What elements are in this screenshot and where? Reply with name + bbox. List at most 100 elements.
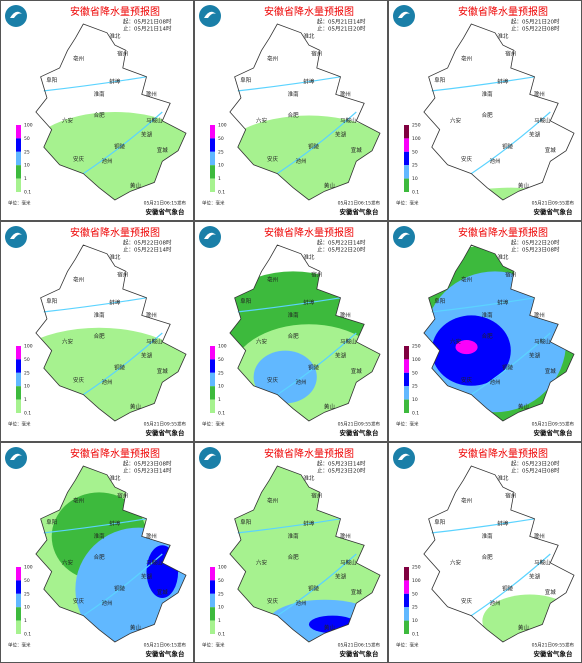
city-label: 池州 xyxy=(295,599,306,607)
legend-swatch xyxy=(210,359,215,373)
city-label: 合肥 xyxy=(94,332,106,340)
legend-label: 250 xyxy=(412,565,421,571)
legend-label: 10 xyxy=(412,176,418,182)
city-label: 蚌埠 xyxy=(109,520,121,528)
river xyxy=(43,76,163,175)
legend-label: 10 xyxy=(24,163,30,169)
rain-area xyxy=(253,350,317,404)
river xyxy=(431,518,551,617)
start-time: 起：05月21日08时 xyxy=(123,18,172,26)
city-label: 淮北 xyxy=(109,253,121,261)
legend-swatch xyxy=(404,178,409,192)
province-outline xyxy=(229,23,381,201)
legend-label: 100 xyxy=(412,136,421,142)
province-outline xyxy=(229,465,381,643)
map-title: 安徽省降水量预报图 xyxy=(458,447,548,460)
city-label: 淮南 xyxy=(288,90,300,98)
start-time: 起：05月22日08时 xyxy=(123,239,172,247)
city-label: 淮北 xyxy=(303,253,315,261)
city-label: 滁州 xyxy=(146,532,157,540)
legend-swatch xyxy=(210,593,215,608)
legend-swatch xyxy=(16,580,21,594)
city-label: 黄山 xyxy=(324,623,335,631)
unit-label: 单位：毫米 xyxy=(396,642,419,649)
city-label: 亳州 xyxy=(267,55,278,63)
city-label: 阜阳 xyxy=(434,518,445,526)
legend-label: 0.1 xyxy=(24,190,31,196)
city-label: 铜陵 xyxy=(308,364,320,372)
city-label: 马鞍山 xyxy=(146,116,163,124)
city-label: 宣城 xyxy=(157,146,169,154)
end-time: 止：05月23日14时 xyxy=(123,467,172,475)
city-label: 宿州 xyxy=(311,491,322,499)
city-label: 宣城 xyxy=(157,367,169,375)
city-label: 黄山 xyxy=(130,402,141,410)
legend-label: 0.1 xyxy=(24,632,31,638)
city-label: 亳州 xyxy=(73,55,84,63)
city-label: 安庆 xyxy=(267,376,279,384)
legend-swatch xyxy=(16,359,21,373)
legend-swatch xyxy=(16,620,21,634)
city-label: 宿州 xyxy=(505,491,516,499)
legend-label: 50 xyxy=(24,136,30,142)
legend-label: 10 xyxy=(218,605,224,611)
legend-swatch xyxy=(210,178,215,192)
city-label: 蚌埠 xyxy=(109,299,121,307)
city-label: 铜陵 xyxy=(308,585,320,593)
city-label: 马鞍山 xyxy=(534,558,551,566)
city-label: 滁州 xyxy=(534,90,545,98)
unit-label: 单位：毫米 xyxy=(202,200,225,207)
river xyxy=(237,76,357,175)
city-label: 合肥 xyxy=(288,553,300,561)
legend-label: 250 xyxy=(412,344,421,350)
city-label: 六安 xyxy=(450,337,462,345)
city-label: 阜阳 xyxy=(434,76,445,84)
unit-label: 单位：毫米 xyxy=(202,642,225,649)
city-label: 六安 xyxy=(450,116,462,124)
logo-swirl xyxy=(204,11,216,18)
city-label: 亳州 xyxy=(461,276,472,284)
map-title: 安徽省降水量预报图 xyxy=(70,447,160,460)
city-label: 淮南 xyxy=(288,532,300,540)
city-label: 淮北 xyxy=(109,474,121,482)
legend-label: 50 xyxy=(24,357,30,363)
city-label: 滁州 xyxy=(340,532,351,540)
legend-swatch xyxy=(404,359,409,373)
legend-label: 0.1 xyxy=(218,632,225,638)
end-time: 止：05月22日08时 xyxy=(511,25,560,33)
city-label: 滁州 xyxy=(534,532,545,540)
city-label: 阜阳 xyxy=(46,76,57,84)
logo-swirl xyxy=(398,453,410,460)
legend-swatch xyxy=(404,607,409,621)
logo-swirl xyxy=(10,232,22,239)
city-label: 六安 xyxy=(450,558,462,566)
province-outline xyxy=(423,465,575,643)
city-label: 安庆 xyxy=(267,597,279,605)
legend-swatch xyxy=(210,386,215,400)
city-label: 阜阳 xyxy=(434,297,445,305)
city-label: 池州 xyxy=(489,378,500,386)
legend-swatch xyxy=(16,593,21,608)
city-label: 滁州 xyxy=(340,311,351,319)
legend-swatch xyxy=(404,386,409,400)
city-label: 亳州 xyxy=(267,497,278,505)
city-label: 宣城 xyxy=(157,588,169,596)
river xyxy=(237,297,357,396)
logo xyxy=(5,5,27,27)
city-label: 阜阳 xyxy=(46,297,57,305)
legend-swatch xyxy=(16,346,21,360)
city-label: 淮南 xyxy=(482,532,494,540)
city-label: 滁州 xyxy=(146,311,157,319)
legend-label: 25 xyxy=(412,605,418,611)
legend-swatch xyxy=(210,567,215,581)
city-label: 马鞍山 xyxy=(146,337,163,345)
start-time: 起：05月23日20时 xyxy=(511,460,560,468)
map-title: 安徽省降水量预报图 xyxy=(264,447,354,460)
city-label: 六安 xyxy=(256,558,268,566)
